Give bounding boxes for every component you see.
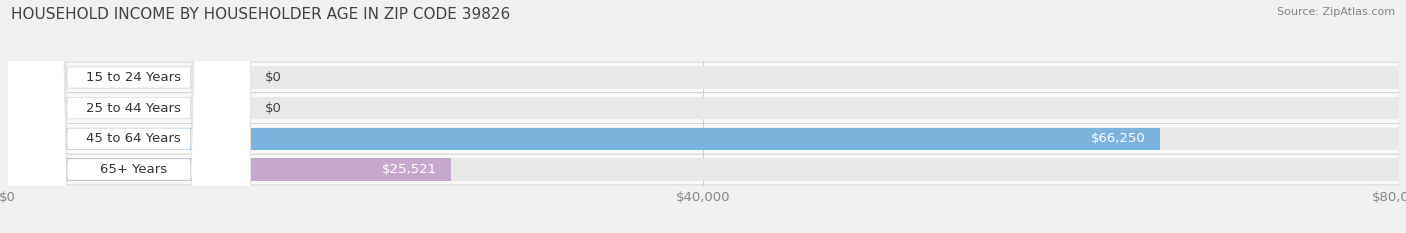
- Text: $0: $0: [264, 71, 281, 84]
- Bar: [7, 128, 1399, 150]
- FancyBboxPatch shape: [7, 0, 250, 233]
- FancyBboxPatch shape: [7, 123, 1399, 154]
- FancyBboxPatch shape: [7, 62, 1399, 93]
- Bar: [7, 97, 1399, 119]
- FancyBboxPatch shape: [7, 158, 1399, 181]
- FancyBboxPatch shape: [7, 0, 250, 233]
- FancyBboxPatch shape: [7, 154, 1399, 185]
- FancyBboxPatch shape: [7, 128, 1399, 150]
- FancyBboxPatch shape: [7, 66, 1399, 89]
- Text: 15 to 24 Years: 15 to 24 Years: [86, 71, 181, 84]
- Text: $25,521: $25,521: [382, 163, 437, 176]
- Text: 25 to 44 Years: 25 to 44 Years: [86, 102, 181, 115]
- Text: 45 to 64 Years: 45 to 64 Years: [86, 132, 181, 145]
- Text: $0: $0: [264, 102, 281, 115]
- Bar: [7, 66, 1399, 89]
- Bar: [7, 128, 1160, 150]
- FancyBboxPatch shape: [7, 97, 1399, 119]
- FancyBboxPatch shape: [7, 93, 1399, 123]
- Text: 65+ Years: 65+ Years: [100, 163, 167, 176]
- Text: $66,250: $66,250: [1091, 132, 1146, 145]
- Text: HOUSEHOLD INCOME BY HOUSEHOLDER AGE IN ZIP CODE 39826: HOUSEHOLD INCOME BY HOUSEHOLDER AGE IN Z…: [11, 7, 510, 22]
- Bar: [7, 158, 451, 181]
- Bar: [7, 158, 1399, 181]
- FancyBboxPatch shape: [7, 0, 250, 233]
- Text: Source: ZipAtlas.com: Source: ZipAtlas.com: [1277, 7, 1395, 17]
- FancyBboxPatch shape: [7, 0, 250, 233]
